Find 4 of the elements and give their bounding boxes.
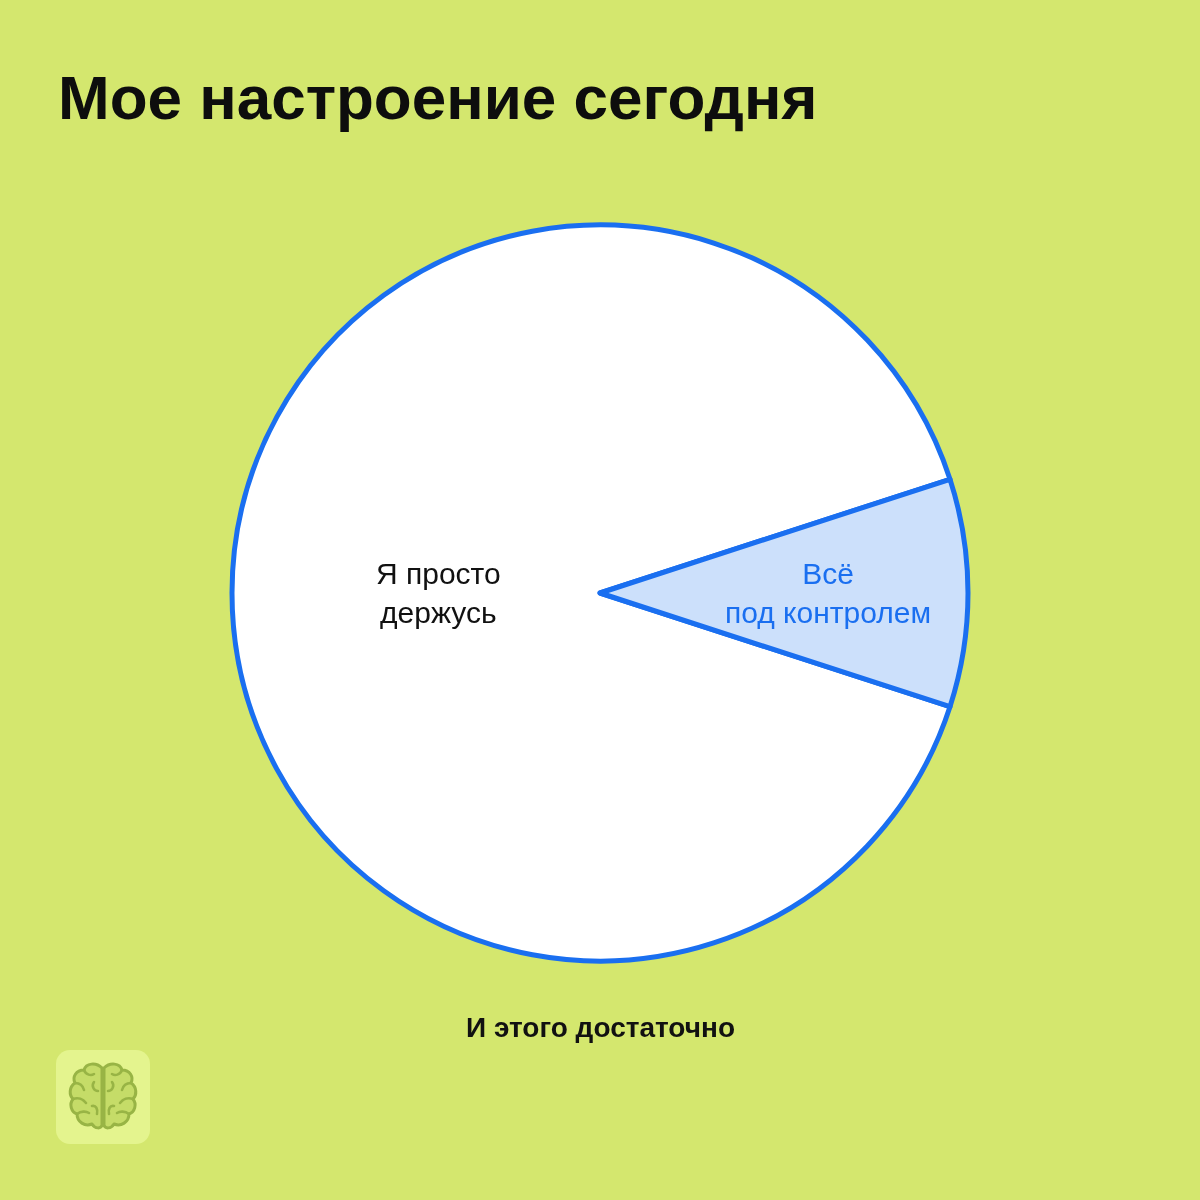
text: И этого достаточно	[466, 1012, 736, 1043]
slice-label: Я просто держусь	[376, 557, 501, 629]
chart-title: Мое настроение сегодня	[58, 62, 818, 132]
slice-label: Всё под контролем	[725, 557, 932, 629]
